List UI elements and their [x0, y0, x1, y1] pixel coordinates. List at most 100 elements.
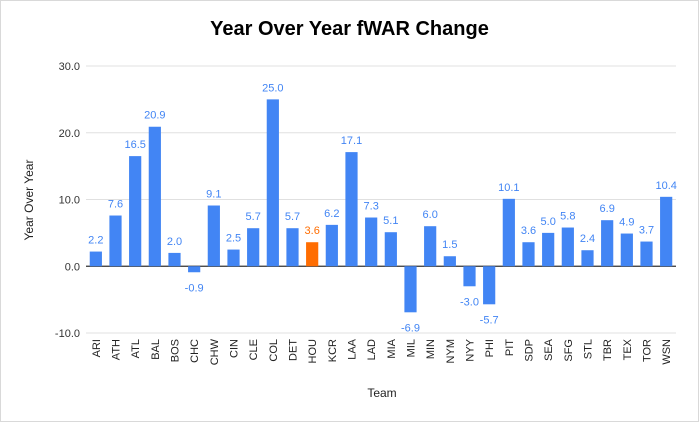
bar-nyy	[463, 266, 476, 287]
data-label-mia: 5.1	[383, 215, 398, 227]
bar-ath	[109, 215, 122, 267]
x-tick-label-chc: CHC	[189, 339, 201, 363]
gridlines	[86, 65, 676, 334]
data-label-hou: 3.6	[305, 225, 320, 237]
y-tick-label: 20.0	[59, 128, 80, 140]
data-label-lad: 7.3	[364, 201, 379, 213]
bar-wsn	[660, 196, 673, 267]
y-tick-label: 0.0	[65, 261, 80, 273]
data-labels: 2.2 7.6 16.5 20.9 2.0 -0.9 9.1 2.5 5.7 25.0 5.7 3.6…	[88, 82, 677, 334]
bar-sdp	[522, 242, 535, 267]
data-label-mil: -6.9	[401, 322, 420, 334]
bar-nym	[443, 256, 456, 267]
data-label-pit: 10.1	[498, 182, 519, 194]
x-tick-label-lad: LAD	[366, 339, 378, 360]
x-tick-label-pit: PIT	[504, 339, 516, 356]
bar-tex	[620, 233, 633, 267]
data-label-nym: 1.5	[442, 239, 457, 251]
x-tick-label-bos: BOS	[170, 339, 182, 362]
x-tick-label-col: COL	[268, 339, 280, 362]
x-tick-label-min: MIN	[425, 339, 437, 359]
x-axis-title: Team	[367, 386, 396, 400]
data-label-bos: 2.0	[167, 236, 182, 248]
data-label-phi: -5.7	[480, 314, 499, 326]
x-tick-label-sea: SEA	[543, 338, 555, 361]
x-tick-label-stl: STL	[583, 339, 595, 359]
bar-kcr	[325, 224, 338, 267]
x-tick-label-tbr: TBR	[602, 339, 614, 361]
x-tick-label-bal: BAL	[150, 339, 162, 360]
bar-chw	[207, 205, 220, 267]
bar-pit	[502, 198, 515, 267]
data-label-det: 5.7	[285, 211, 300, 223]
data-label-col: 25.0	[262, 82, 283, 94]
data-label-cin: 2.5	[226, 233, 241, 245]
x-tick-label-ath: ATH	[111, 339, 123, 360]
bar-min	[424, 226, 437, 267]
x-tick-label-mia: MIA	[386, 338, 398, 358]
x-tick-label-mil: MIL	[406, 339, 418, 357]
x-tick-label-hou: HOU	[307, 339, 319, 364]
data-label-ari: 2.2	[88, 235, 103, 247]
data-label-tor: 3.7	[639, 225, 654, 237]
bar-atl	[129, 156, 142, 267]
x-tick-label-wsn: WSN	[661, 339, 673, 365]
x-tick-label-laa: LAA	[347, 338, 359, 359]
x-tick-label-tor: TOR	[642, 339, 654, 362]
data-label-cle: 5.7	[246, 211, 261, 223]
x-tick-label-atl: ATL	[130, 339, 142, 358]
y-tick-label: -10.0	[55, 328, 80, 340]
x-tick-label-det: DET	[288, 339, 300, 361]
x-tick-label-chw: CHW	[209, 338, 221, 365]
bar-hou	[306, 242, 319, 267]
data-label-stl: 2.4	[580, 233, 595, 245]
data-label-tex: 4.9	[619, 217, 634, 229]
y-axis-title: Year Over Year	[22, 160, 36, 241]
bar-cle	[247, 228, 260, 267]
x-tick-label-nyy: NYY	[465, 338, 477, 361]
data-label-sdp: 3.6	[521, 225, 536, 237]
data-label-chc: -0.9	[185, 282, 204, 294]
data-label-ath: 7.6	[108, 199, 123, 211]
data-label-chw: 9.1	[206, 189, 221, 201]
x-tick-label-cle: CLE	[248, 339, 260, 360]
bar-col	[266, 99, 279, 267]
bar-chc	[188, 266, 201, 273]
data-label-wsn: 10.4	[655, 180, 676, 192]
bar-sea	[542, 232, 555, 267]
x-tick-label-sfg: SFG	[563, 339, 575, 362]
bar-bal	[148, 126, 161, 267]
chart-title: Year Over Year fWAR Change	[210, 18, 489, 40]
bar-det	[286, 228, 299, 267]
bar-ari	[89, 251, 102, 267]
y-tick-label: 30.0	[59, 61, 80, 73]
bar-laa	[345, 152, 358, 267]
x-tick-label-sdp: SDP	[524, 339, 536, 362]
data-label-sea: 5.0	[541, 216, 556, 228]
x-tick-label-phi: PHI	[484, 339, 496, 357]
x-tick-label-tex: TEX	[622, 338, 634, 360]
x-tick-label-cin: CIN	[229, 339, 241, 358]
bar-phi	[483, 266, 496, 305]
x-tick-label-kcr: KCR	[327, 339, 339, 362]
bar-bos	[168, 252, 181, 267]
x-axis-categories: ARI ATH ATL BAL BOS CHC CHW CIN CLE COL DET HOU KCR L…	[91, 338, 673, 365]
bar-stl	[581, 250, 594, 267]
data-label-kcr: 6.2	[324, 208, 339, 220]
data-label-bal: 20.9	[144, 110, 165, 122]
data-label-laa: 17.1	[341, 135, 362, 147]
bar-mia	[384, 232, 397, 267]
data-label-tbr: 6.9	[600, 203, 615, 215]
x-tick-label-ari: ARI	[91, 339, 103, 357]
data-label-nyy: -3.0	[460, 296, 479, 308]
data-label-min: 6.0	[423, 209, 438, 221]
bars	[89, 99, 673, 313]
bar-lad	[365, 217, 378, 267]
bar-tbr	[601, 220, 614, 267]
bar-mil	[404, 266, 417, 313]
data-label-sfg: 5.8	[560, 211, 575, 223]
bar-sfg	[561, 227, 574, 267]
data-label-atl: 16.5	[124, 139, 145, 151]
bar-cin	[227, 249, 240, 267]
x-tick-label-nym: NYM	[445, 339, 457, 363]
